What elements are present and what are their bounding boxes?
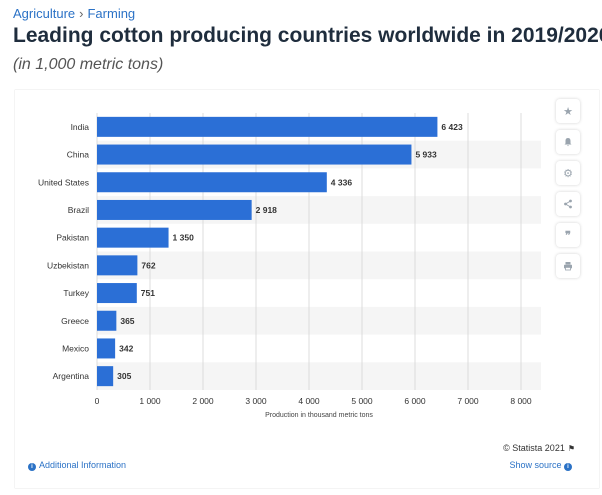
value-label: 5 933 [415,150,437,160]
bar-mexico [97,338,116,359]
category-label: Turkey [63,288,89,298]
x-tick-label: 7 000 [457,396,479,406]
show-source-label: Show source [509,460,562,470]
page-title: Leading cotton producing countries world… [13,24,602,47]
additional-info-label: Additional Information [39,460,127,470]
x-tick-label: 5 000 [351,396,373,406]
bar-pakistan [97,227,169,248]
category-label: Brazil [68,205,89,215]
bell-icon[interactable] [556,130,580,154]
copyright-text: © Statista 2021 [503,443,565,453]
category-label: Mexico [62,343,89,353]
row-stripe [97,362,541,390]
additional-info-link[interactable]: i Additional Information [28,460,126,471]
info-icon: i [564,463,572,471]
breadcrumb-agriculture[interactable]: Agriculture [13,6,76,21]
category-label: Pakistan [56,233,89,243]
share-icon[interactable] [556,192,580,216]
x-tick-label: 1 000 [139,396,161,406]
gear-icon[interactable]: ⚙ [556,161,580,185]
category-label: India [71,122,90,132]
breadcrumb: Agriculture › Farming [13,6,135,21]
value-label: 342 [119,343,133,353]
flag-icon[interactable]: ⚑ [567,444,575,453]
print-icon[interactable] [556,254,580,278]
value-label: 1 350 [173,233,195,243]
x-axis-label: Production in thousand metric tons [265,412,373,419]
breadcrumb-separator: › [79,6,84,21]
category-label: Argentina [53,371,90,381]
x-tick-label: 8 000 [510,396,532,406]
bar-china [97,144,412,165]
value-label: 365 [120,316,134,326]
page-subtitle: (in 1,000 metric tons) [13,56,164,73]
x-tick-label: 6 000 [404,396,426,406]
x-tick-label: 0 [95,396,100,406]
bar-greece [97,310,117,331]
x-tick-label: 2 000 [192,396,214,406]
copyright: © Statista 2021 ⚑ [503,443,575,453]
quote-icon[interactable]: ❞ [556,223,580,247]
row-stripe [97,306,541,335]
category-label: United States [38,177,89,187]
value-label: 4 336 [331,177,353,187]
bar-brazil [97,199,252,220]
category-label: Greece [61,316,89,326]
bar-india [97,116,438,137]
category-label: Uzbekistan [47,260,89,270]
star-icon[interactable]: ★ [556,99,580,123]
value-label: 751 [141,288,155,298]
x-tick-label: 4 000 [298,396,320,406]
value-label: 2 918 [256,205,278,215]
category-label: China [67,150,89,160]
bar-turkey [97,283,137,304]
bar-united-states [97,172,327,193]
value-label: 6 423 [441,122,463,132]
info-icon: i [28,463,36,471]
show-source-link[interactable]: Show source i [509,460,575,471]
bar-argentina [97,366,114,387]
bar-uzbekistan [97,255,138,276]
x-tick-label: 3 000 [245,396,267,406]
breadcrumb-farming[interactable]: Farming [87,6,136,21]
value-label: 305 [117,371,131,381]
value-label: 762 [141,260,155,270]
row-stripe [97,251,541,280]
